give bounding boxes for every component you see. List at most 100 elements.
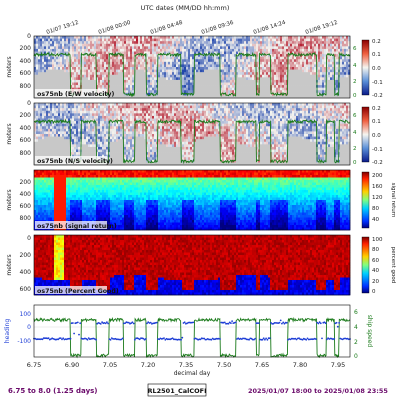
- heatmap-cell: [120, 108, 123, 112]
- heatmap-cell: [102, 46, 105, 50]
- heatmap-cell: [130, 54, 133, 57]
- heatmap-cell: [322, 46, 325, 50]
- heatmap-cell: [166, 61, 169, 65]
- heatmap-cell: [180, 43, 183, 47]
- heatmap-cell: [42, 103, 45, 106]
- heatmap-cell: [78, 134, 81, 137]
- heatmap-cell: [218, 61, 221, 65]
- heatmap-cell: [246, 67, 249, 70]
- heatmap-cell: [184, 72, 187, 76]
- heatmap-cell: [332, 61, 335, 65]
- heatmap-cell: [126, 105, 129, 109]
- heatmap-cell: [140, 82, 143, 86]
- heatmap-cell: [44, 144, 47, 148]
- heatmap-cell: [40, 128, 43, 132]
- heatmap-cell: [254, 59, 257, 63]
- heatmap-cell: [44, 149, 47, 153]
- heatmap-cell: [82, 72, 85, 76]
- heatmap-cell: [138, 74, 141, 78]
- heatmap-cell: [78, 113, 81, 117]
- heatmap-cell: [296, 92, 299, 96]
- heatmap-cell: [144, 82, 147, 86]
- heatmap-cell: [262, 54, 265, 57]
- heatmap-cell: [54, 72, 57, 76]
- heatmap-cell: [98, 46, 101, 50]
- heatmap-cell: [82, 54, 85, 57]
- heatmap-cell: [196, 77, 199, 81]
- heatmap-cell: [160, 36, 163, 39]
- heatmap-cell: [86, 69, 89, 73]
- heatmap-cell: [132, 85, 135, 88]
- heatmap-cell: [156, 95, 159, 99]
- heatmap-cell: [100, 108, 103, 112]
- heatmap-cell: [200, 43, 203, 47]
- heatmap-cell: [152, 46, 155, 50]
- heatmap-cell: [164, 77, 167, 81]
- heatmap-cell: [288, 87, 291, 91]
- heatmap-cell: [234, 36, 237, 39]
- heatmap-cell: [110, 95, 113, 99]
- heatmap-cell: [46, 108, 49, 112]
- heatmap-cell: [48, 69, 51, 73]
- heatmap-cell: [300, 92, 303, 96]
- heatmap-cell: [90, 128, 93, 132]
- heatmap-cell: [88, 126, 91, 130]
- heatmap-cell: [106, 85, 109, 88]
- heatmap-cell: [44, 128, 47, 132]
- heatmap-cell: [234, 48, 237, 52]
- heatmap-cell: [318, 59, 321, 63]
- heatmap-cell: [74, 141, 77, 145]
- heatmap-cell: [184, 92, 187, 96]
- heatmap-cell: [94, 110, 97, 114]
- heatmap-cell: [196, 59, 199, 63]
- heatmap-cell: [178, 92, 181, 96]
- heatmap-cell: [110, 67, 113, 70]
- heatmap-cell: [216, 51, 219, 55]
- heatmap-cell: [266, 48, 269, 52]
- heatmap-cell: [56, 43, 59, 47]
- speed-tick: 2: [353, 79, 357, 85]
- heatmap-cell: [288, 79, 291, 83]
- heatmap-cell: [62, 43, 65, 47]
- heatmap-cell: [54, 51, 57, 55]
- heatmap-cell: [72, 74, 75, 78]
- heatmap-cell: [302, 82, 305, 86]
- heatmap-cell: [34, 38, 37, 42]
- heatmap-cell: [42, 56, 45, 60]
- heatmap-cell: [60, 59, 63, 63]
- heatmap-cell: [116, 41, 119, 45]
- heatmap-cell: [182, 56, 185, 60]
- heatmap-cell: [74, 59, 77, 63]
- heatmap-cell: [270, 48, 273, 52]
- heatmap-cell: [110, 74, 113, 78]
- heatmap-cell: [240, 77, 243, 81]
- heatmap-cell: [78, 131, 81, 135]
- heatmap-cell: [66, 134, 69, 137]
- heatmap-cell: [106, 123, 109, 127]
- heatmap-cell: [106, 144, 109, 148]
- heatmap-cell: [132, 61, 135, 65]
- heatmap-cell: [44, 113, 47, 117]
- heatmap-cell: [112, 72, 115, 76]
- heatmap-cell: [84, 64, 87, 68]
- heatmap-cell: [78, 144, 81, 148]
- heatmap-cell: [268, 79, 271, 83]
- heatmap-cell: [48, 144, 51, 148]
- heatmap-cell: [324, 74, 327, 78]
- heatmap-cell: [284, 90, 287, 94]
- heatmap-cell: [46, 79, 49, 83]
- heatmap-cell: [40, 134, 43, 137]
- heatmap-cell: [214, 74, 217, 78]
- heatmap-cell: [308, 79, 311, 83]
- heatmap-cell: [42, 141, 45, 145]
- heatmap-cell: [266, 36, 269, 39]
- heatmap-cell: [116, 82, 119, 86]
- heatmap-cell: [206, 38, 209, 42]
- heatmap-cell: [208, 92, 211, 96]
- heatmap-cell: [216, 56, 219, 60]
- heatmap-cell: [120, 46, 123, 50]
- heatmap-cell: [284, 79, 287, 83]
- heatmap-cell: [154, 67, 157, 70]
- heatmap-cell: [312, 59, 315, 63]
- heatmap-cell: [314, 69, 317, 73]
